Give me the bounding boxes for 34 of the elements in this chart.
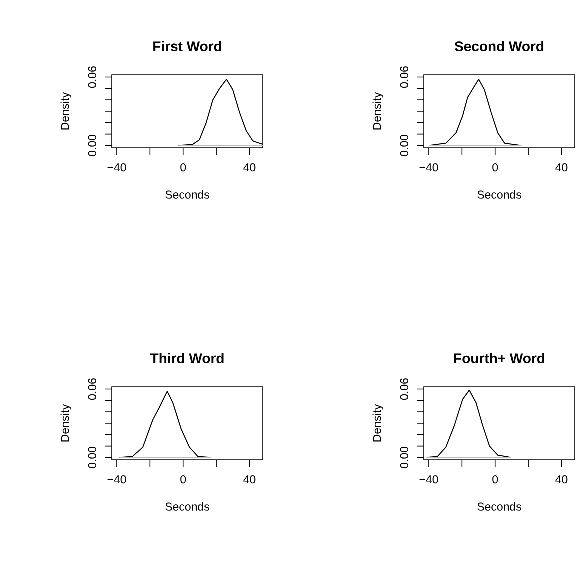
x-tick-label: 0 <box>492 164 498 172</box>
x-tick-label: 40 <box>244 164 256 172</box>
x-tick-label: −40 <box>420 476 438 484</box>
chart-title: Second Word <box>454 41 544 52</box>
x-tick-label: −40 <box>108 476 126 484</box>
x-tick-label: −40 <box>420 164 438 172</box>
x-tick-label: 0 <box>492 476 498 484</box>
x-axis-title: Seconds <box>478 190 522 199</box>
y-tick-label: 0.06 <box>88 378 96 400</box>
y-tick-label: 0.00 <box>88 446 96 468</box>
line-series <box>119 391 212 458</box>
y-tick-label: 0.00 <box>400 446 408 468</box>
y-tick-label: 0.06 <box>400 378 408 400</box>
y-tick-label: 0.06 <box>88 66 96 88</box>
y-tick-label: 0.06 <box>400 66 408 88</box>
x-tick-label: 40 <box>556 476 568 484</box>
chart-title: Fourth+ Word <box>454 353 545 364</box>
x-axis-title: Seconds <box>166 190 210 199</box>
x-tick-label: −40 <box>108 164 126 172</box>
y-axis-title: Density <box>372 92 384 130</box>
line-series <box>428 79 522 146</box>
x-axis-title: Seconds <box>478 502 522 511</box>
y-axis-title: Density <box>372 404 384 442</box>
x-axis-title: Seconds <box>166 502 210 511</box>
y-axis-title: Density <box>60 92 72 130</box>
x-tick-label: 0 <box>180 476 186 484</box>
chart-title: Third Word <box>150 353 224 364</box>
chart-title: First Word <box>154 41 222 52</box>
y-tick-label: 0.00 <box>400 134 408 156</box>
y-tick-label: 0.00 <box>88 134 96 156</box>
x-tick-label: 40 <box>556 164 568 172</box>
x-tick-label: 40 <box>244 476 256 484</box>
x-tick-label: 0 <box>180 164 186 172</box>
y-axis-title: Density <box>60 404 72 442</box>
